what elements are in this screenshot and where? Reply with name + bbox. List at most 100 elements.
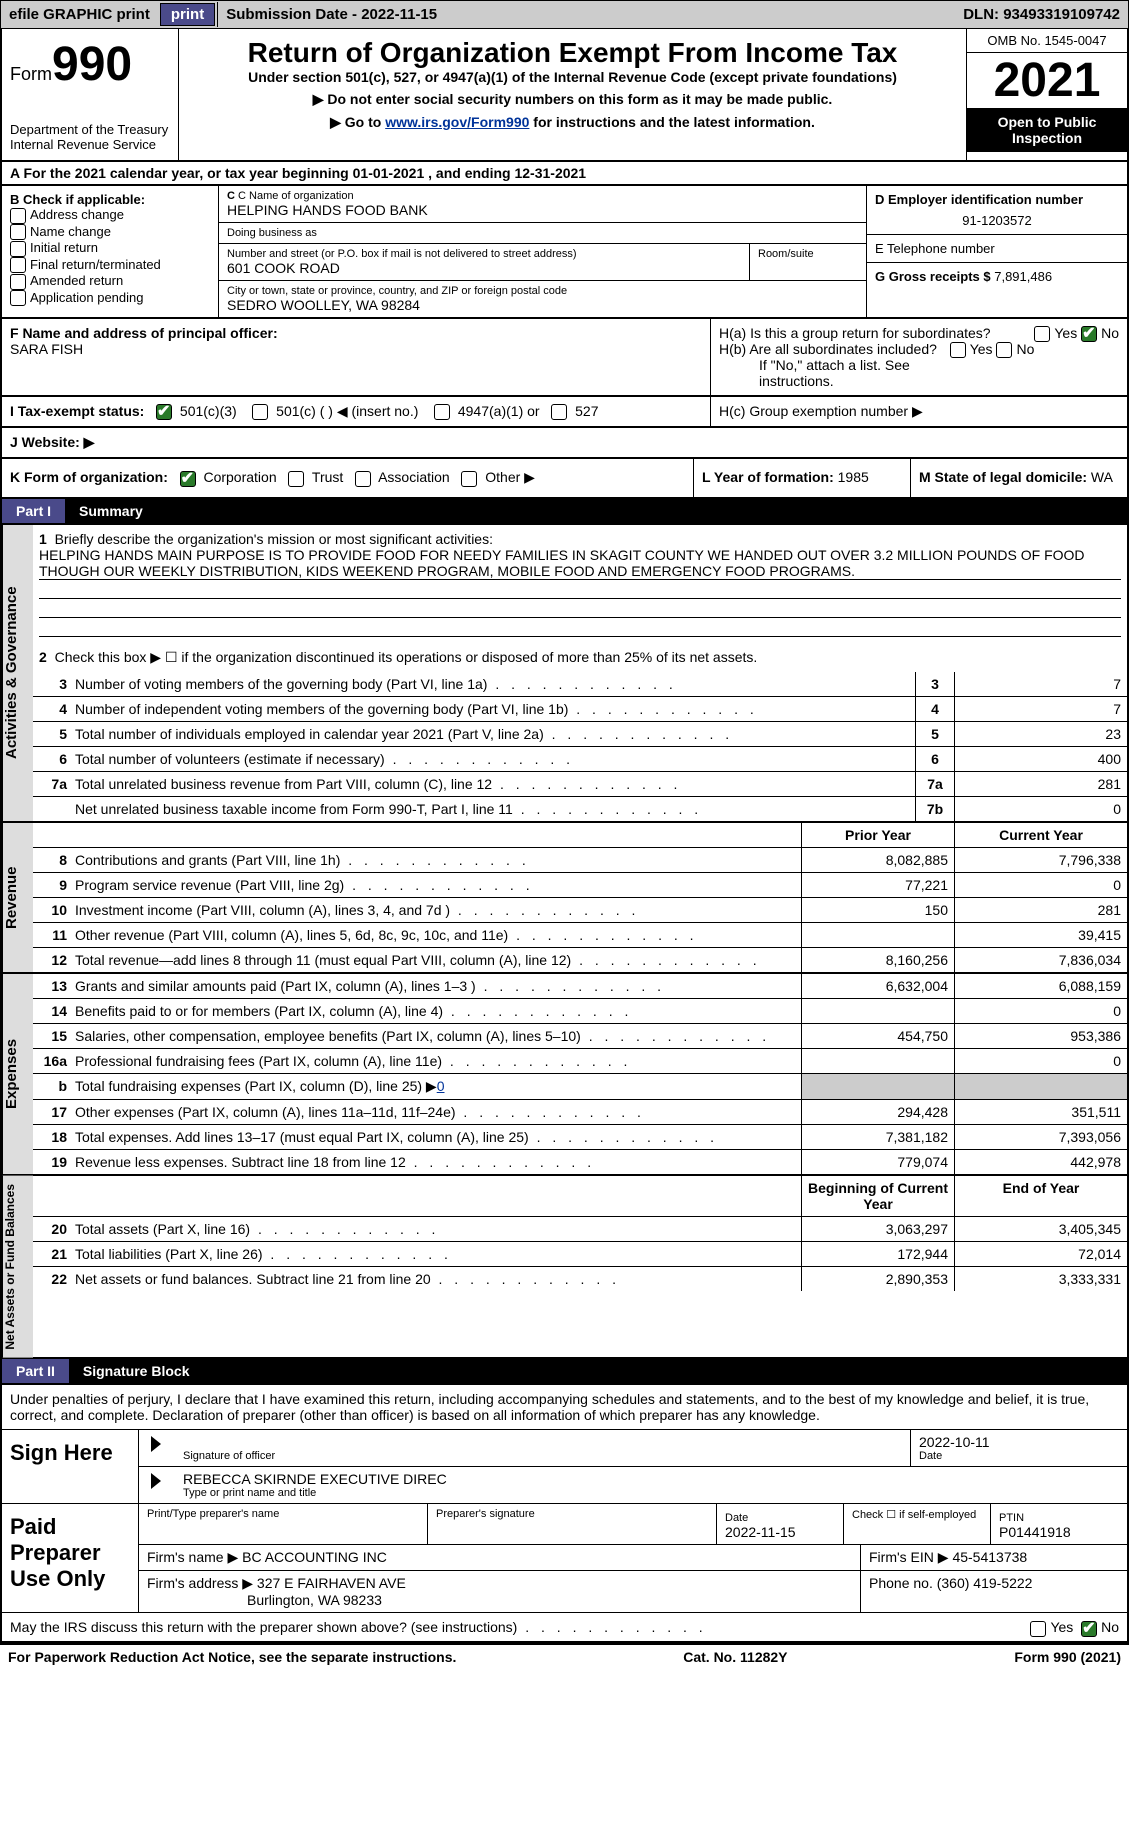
chk-501c[interactable] xyxy=(252,404,268,420)
col-c-org-info: C C Name of organization HELPING HANDS F… xyxy=(218,186,866,317)
col-eoy: End of Year xyxy=(954,1176,1127,1216)
org-name: HELPING HANDS FOOD BANK xyxy=(227,202,858,218)
sig-date-value: 2022-10-11 xyxy=(919,1434,1119,1450)
summary-line: 13 Grants and similar amounts paid (Part… xyxy=(33,974,1127,999)
tax-year: 2021 xyxy=(967,53,1127,108)
row-j: J Website: ▶ xyxy=(0,428,1129,459)
summary-line: 8 Contributions and grants (Part VIII, l… xyxy=(33,848,1127,873)
c-name-label: C C Name of organization xyxy=(227,190,858,202)
col-b-checkboxes: B Check if applicable: Address change Na… xyxy=(2,186,218,317)
prep-sig-label: Preparer's signature xyxy=(436,1508,708,1520)
summary-line: 9 Program service revenue (Part VIII, li… xyxy=(33,873,1127,898)
row-a-calendar-year: A For the 2021 calendar year, or tax yea… xyxy=(0,162,1129,186)
city-value: SEDRO WOOLLEY, WA 98284 xyxy=(227,297,858,313)
firm-addr-label: Firm's address ▶ xyxy=(147,1575,257,1591)
ptin-value: P01441918 xyxy=(999,1524,1071,1540)
prep-date-value: 2022-11-15 xyxy=(725,1524,796,1540)
signature-block: Under penalties of perjury, I declare th… xyxy=(0,1385,1129,1643)
chk-trust[interactable] xyxy=(288,471,304,487)
summary-line: 21 Total liabilities (Part X, line 26) 1… xyxy=(33,1242,1127,1267)
chk-final-return[interactable]: Final return/terminated xyxy=(10,257,210,274)
dln: DLN: 93493319109742 xyxy=(955,2,1128,27)
efile-label: efile GRAPHIC print xyxy=(1,2,158,27)
chk-amended-return[interactable]: Amended return xyxy=(10,273,210,290)
chk-501c3[interactable] xyxy=(156,404,172,420)
summary-line: 5 Total number of individuals employed i… xyxy=(33,722,1127,747)
subtitle-3: ▶ Go to www.irs.gov/Form990 for instruct… xyxy=(187,114,958,131)
dept-treasury: Department of the Treasury xyxy=(10,122,170,137)
prep-name-label: Print/Type preparer's name xyxy=(147,1508,419,1520)
firm-addr1: 327 E FAIRHAVEN AVE xyxy=(257,1575,406,1591)
gross-receipts-value: 7,891,486 xyxy=(994,269,1052,284)
penalty-text: Under penalties of perjury, I declare th… xyxy=(2,1385,1127,1429)
summary-line: 14 Benefits paid to or for members (Part… xyxy=(33,999,1127,1024)
col-prior-year: Prior Year xyxy=(801,823,954,847)
form-title: Return of Organization Exempt From Incom… xyxy=(187,37,958,69)
arrow-icon xyxy=(151,1436,161,1452)
open-inspection: Open to Public Inspection xyxy=(967,108,1127,152)
section-fh: F Name and address of principal officer:… xyxy=(0,319,1129,397)
room-label: Room/suite xyxy=(758,248,858,260)
tab-activities-governance: Activities & Governance xyxy=(2,525,33,821)
part-2-header: Part II Signature Block xyxy=(0,1359,1129,1385)
chk-initial-return[interactable]: Initial return xyxy=(10,240,210,257)
section-net-assets: Net Assets or Fund Balances Beginning of… xyxy=(0,1176,1129,1360)
summary-line: 18 Total expenses. Add lines 13–17 (must… xyxy=(33,1125,1127,1150)
arrow-icon xyxy=(151,1473,161,1489)
summary-line: 16a Professional fundraising fees (Part … xyxy=(33,1049,1127,1074)
m-state: M State of legal domicile: WA xyxy=(910,459,1127,496)
city-label: City or town, state or province, country… xyxy=(227,285,858,297)
form-header: Form990 Department of the Treasury Inter… xyxy=(0,29,1129,162)
d-ein-label: D Employer identification number xyxy=(875,192,1119,207)
subtitle-2: ▶ Do not enter social security numbers o… xyxy=(187,91,958,108)
omb-number: OMB No. 1545-0047 xyxy=(967,29,1127,53)
summary-line: b Total fundraising expenses (Part IX, c… xyxy=(33,1074,1127,1100)
e-phone-label: E Telephone number xyxy=(875,241,1119,256)
chk-application-pending[interactable]: Application pending xyxy=(10,290,210,307)
print-button[interactable]: print xyxy=(160,3,215,26)
mission-text: HELPING HANDS MAIN PURPOSE IS TO PROVIDE… xyxy=(39,547,1121,580)
irs-link[interactable]: www.irs.gov/Form990 xyxy=(385,114,529,130)
summary-line: 6 Total number of volunteers (estimate i… xyxy=(33,747,1127,772)
chk-address-change[interactable]: Address change xyxy=(10,207,210,224)
firm-name-value: BC ACCOUNTING INC xyxy=(242,1549,387,1565)
chk-other[interactable] xyxy=(461,471,477,487)
ptin-label: PTIN xyxy=(999,1512,1024,1524)
dba-label: Doing business as xyxy=(227,227,858,239)
may-discuss: May the IRS discuss this return with the… xyxy=(2,1612,1127,1641)
summary-line: 17 Other expenses (Part IX, column (A), … xyxy=(33,1100,1127,1125)
tab-expenses: Expenses xyxy=(2,974,33,1174)
chk-4947[interactable] xyxy=(434,404,450,420)
chk-527[interactable] xyxy=(551,404,567,420)
row-klm: K Form of organization: Corporation Trus… xyxy=(0,459,1129,498)
irs-label: Internal Revenue Service xyxy=(10,137,170,152)
prep-date-label: Date xyxy=(725,1512,748,1524)
street-value: 601 COOK ROAD xyxy=(227,260,741,276)
summary-line: 4 Number of independent voting members o… xyxy=(33,697,1127,722)
section-revenue: Revenue Prior Year Current Year 8 Contri… xyxy=(0,823,1129,974)
chk-corporation[interactable] xyxy=(180,471,196,487)
page-footer: For Paperwork Reduction Act Notice, see … xyxy=(0,1643,1129,1669)
summary-line: 22 Net assets or fund balances. Subtract… xyxy=(33,1267,1127,1291)
firm-ein-label: Firm's EIN ▶ xyxy=(869,1549,952,1565)
section-activities-governance: Activities & Governance 1 Briefly descri… xyxy=(0,525,1129,823)
tab-revenue: Revenue xyxy=(2,823,33,972)
summary-line: 10 Investment income (Part VIII, column … xyxy=(33,898,1127,923)
summary-line: 12 Total revenue—add lines 8 through 11 … xyxy=(33,948,1127,972)
footer-mid: Cat. No. 11282Y xyxy=(683,1649,787,1665)
subtitle-1: Under section 501(c), 527, or 4947(a)(1)… xyxy=(187,69,958,85)
officer-name: SARA FISH xyxy=(10,341,702,357)
footer-left: For Paperwork Reduction Act Notice, see … xyxy=(8,1649,456,1665)
firm-addr2: Burlington, WA 98233 xyxy=(247,1592,382,1608)
h-c: H(c) Group exemption number ▶ xyxy=(710,397,1127,426)
firm-name-label: Firm's name ▶ xyxy=(147,1549,242,1565)
section-expenses: Expenses 13 Grants and similar amounts p… xyxy=(0,974,1129,1176)
check-self-employed[interactable]: Check ☐ if self-employed xyxy=(843,1504,990,1544)
top-bar: efile GRAPHIC print print Submission Dat… xyxy=(0,0,1129,29)
chk-name-change[interactable]: Name change xyxy=(10,224,210,241)
summary-line: 20 Total assets (Part X, line 16) 3,063,… xyxy=(33,1217,1127,1242)
chk-association[interactable] xyxy=(355,471,371,487)
h-b: H(b) Are all subordinates included? Yes … xyxy=(719,341,1119,357)
f-label: F Name and address of principal officer: xyxy=(10,325,702,341)
footer-right: Form 990 (2021) xyxy=(1014,1649,1121,1665)
